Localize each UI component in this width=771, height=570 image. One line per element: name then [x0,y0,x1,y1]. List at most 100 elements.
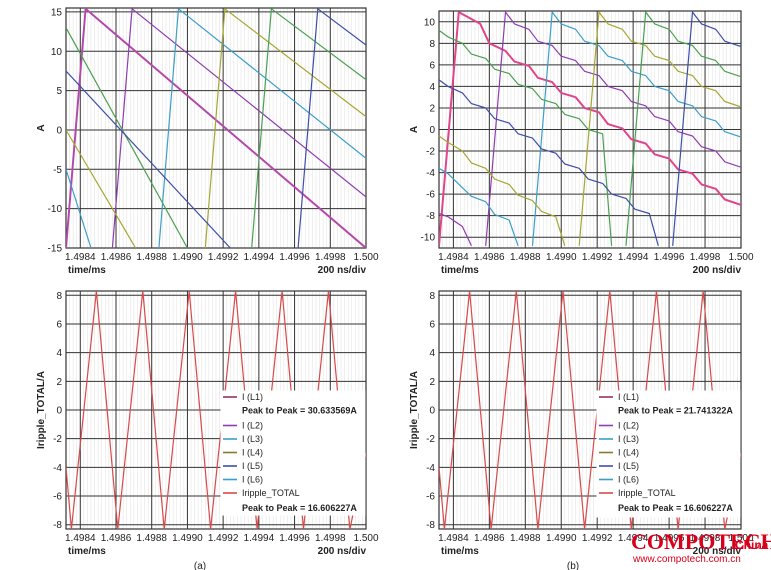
series-group [439,11,741,247]
y-tick-label: -2 [426,434,435,445]
y-axis-label: A [409,126,420,133]
series-line [485,11,741,246]
series-line [625,11,741,246]
x-axis-label: time/ms [68,546,106,557]
series-line [66,70,231,248]
x-tick-label: 1.4996 [279,252,310,263]
legend-box [596,390,741,518]
y-tick-label: 2 [429,377,435,388]
y-tick-label: 0 [56,406,62,417]
chart-b-bottom: 1.4984 1.4986 1.4988 1.4990 1.4992 1.4994 1.49… [409,290,754,557]
y-tick-label: 8 [56,291,62,302]
y-tick-label: 2 [429,103,435,114]
legend-entry: I (L5) [242,461,263,471]
y-tick-label: -6 [426,190,435,201]
legend-entry: I (L2) [618,421,639,431]
series-line [439,291,741,529]
series-line [297,8,366,248]
series-line [439,167,519,246]
chart-a-top: 1.4984 1.4986 1.4988 1.4990 1.4992 1.4994 1.49… [36,7,379,276]
x-axis-division-note: 200 ns/div [693,546,742,557]
x-tick-label: 1.4992 [582,533,613,544]
x-axis-division-note: 200 ns/div [318,265,367,276]
series-line [66,169,92,248]
caption-a: (a) [194,561,206,570]
y-tick-label: 10 [424,17,436,28]
plot-frame [438,10,742,249]
series-line [439,29,613,246]
y-tick-label: 8 [429,39,435,50]
x-tick-label: 1.4996 [654,252,685,263]
legend-entry: I (L6) [242,475,263,485]
x-tick-label: 1.500 [728,252,753,263]
legend-entry: I (L1) [618,392,639,402]
y-tick-label: 5 [56,86,62,97]
x-tick-label: 1.4988 [136,533,167,544]
x-axis-label: time/ms [441,265,479,276]
y-axis-label: Iripple_TOTAL/A [36,371,47,449]
caption-b: (b) [567,561,579,570]
series-line [111,8,366,248]
panels: 1.4984 1.4986 1.4988 1.4990 1.4992 1.4994 1.49… [36,7,754,557]
x-tick-label: 1.4986 [474,533,505,544]
y-tick-label: 0 [429,125,435,136]
y-tick-label: -2 [53,434,62,445]
x-tick-label: 1.4998 [315,533,346,544]
x-tick-label: 1.4986 [101,533,132,544]
x-tick-label: 1.4984 [438,533,469,544]
y-tick-label: -8 [426,211,435,222]
x-axis-label: time/ms [441,546,479,557]
x-tick-label: 1.4994 [244,533,275,544]
x-tick-label: 1.4996 [654,533,685,544]
legend-entry: I (L2) [242,421,263,431]
x-axis-division-note: 200 ns/div [318,546,367,557]
series-line [439,79,659,246]
series-line [578,11,741,246]
legend-entry: I (L4) [618,448,639,458]
watermark-suffix: China [735,538,769,552]
x-tick-label: 1.4998 [690,252,721,263]
watermark: COMPOTECH China www.compotech.com.cn [631,529,771,565]
legend-peak-to-peak: Peak to Peak = 21.741322A [618,406,733,416]
x-tick-label: 1.4990 [172,533,203,544]
x-axis-division-note: 200 ns/div [693,265,742,276]
x-tick-label: 1.4990 [546,252,577,263]
y-tick-label: 15 [51,7,63,18]
legend-box [220,390,366,516]
legend-entry: I (L1) [242,392,263,402]
x-axis-label: time/ms [68,265,106,276]
plot-frame [65,290,367,530]
x-tick-label: 1.4988 [136,252,167,263]
x-tick-label: 1.500 [353,252,378,263]
plot-frame [65,7,367,249]
legend-peak-to-peak: Peak to Peak = 16.606227A [618,503,733,513]
series-line [66,8,366,248]
y-tick-label: -4 [426,168,435,179]
x-tick-label: 1.4984 [65,252,96,263]
x-tick-label: 1.4994 [618,533,649,544]
x-tick-label: 1.4984 [65,533,96,544]
y-tick-label: 8 [429,291,435,302]
series-line [531,11,741,246]
x-tick-label: 1.4996 [279,533,310,544]
legend-entry: Iripple_TOTAL [242,488,300,498]
y-tick-label: -15 [48,244,63,255]
watermark-url: www.compotech.com.cn [632,554,741,565]
series-line [439,11,741,246]
y-tick-label: 0 [429,406,435,417]
y-tick-label: 4 [429,82,435,93]
x-tick-label: 1.4992 [208,252,239,263]
y-tick-label: -4 [426,463,435,474]
y-tick-label: 2 [56,377,62,388]
series-line [251,8,366,248]
y-tick-label: 4 [56,348,62,359]
x-tick-label: 1.500 [353,533,378,544]
legend-entry: I (L5) [618,461,639,471]
series-line [66,27,188,248]
legend-entry: I (L4) [242,448,263,458]
y-tick-label: 6 [429,319,435,330]
y-axis-label: Iripple_TOTAL/A [409,371,420,449]
x-tick-label: 1.4998 [315,252,346,263]
legend: I (L1) Peak to Peak = 30.633569A I (L2) I (… [220,390,366,516]
y-tick-label: -10 [48,204,63,215]
